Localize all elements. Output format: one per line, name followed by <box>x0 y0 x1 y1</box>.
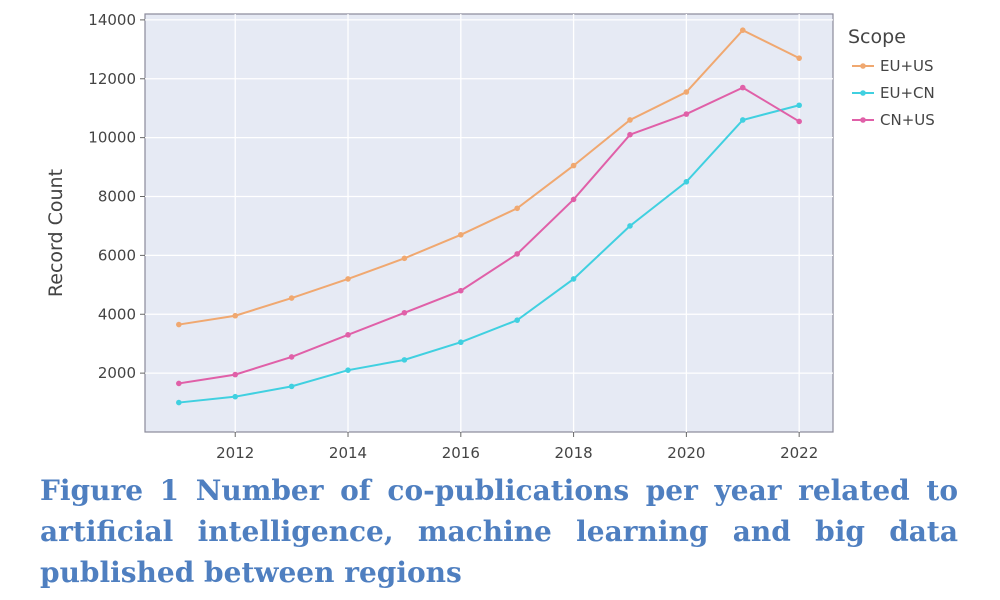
figure-caption: Figure 1 Number of co-publications per y… <box>40 474 958 589</box>
y-tick-label: 14000 <box>88 11 136 29</box>
data-point <box>288 354 295 360</box>
legend-item: EU+CN <box>852 84 935 102</box>
data-point <box>401 309 408 316</box>
data-point <box>570 162 577 169</box>
data-point <box>796 102 802 109</box>
data-point <box>514 317 520 323</box>
legend-label: EU+US <box>880 57 934 75</box>
data-point <box>401 255 408 262</box>
y-tick-label: 4000 <box>98 305 136 323</box>
legend-title: Scope <box>848 26 906 48</box>
y-tick-label: 6000 <box>98 246 136 264</box>
series-eu-us <box>176 27 802 328</box>
series-line <box>178 104 800 404</box>
data-point <box>176 380 182 387</box>
legend-marker <box>860 63 866 69</box>
axes: 2000 4000 6000 8000 10000 12000 14000 2012 2014 2… <box>88 11 818 462</box>
y-tick-label: 12000 <box>88 70 136 88</box>
data-point <box>796 55 802 61</box>
data-point <box>232 393 239 400</box>
x-tick-label: 2016 <box>442 444 480 462</box>
data-point <box>288 295 295 301</box>
data-point <box>514 251 520 257</box>
x-tick-label: 2020 <box>667 444 705 462</box>
x-tick-label: 2014 <box>329 444 367 462</box>
series-eu-cn <box>176 102 802 406</box>
legend-marker <box>860 117 866 123</box>
series-group <box>176 27 802 406</box>
x-tick-label: 2022 <box>780 444 818 462</box>
data-point <box>345 367 351 373</box>
legend: Scope EU+US EU+CN CN+US <box>848 26 935 129</box>
data-point <box>570 276 577 282</box>
data-point <box>458 287 464 294</box>
series-line <box>178 28 800 326</box>
data-point <box>739 84 746 91</box>
data-point <box>514 205 520 212</box>
y-tick-label: 8000 <box>98 188 136 206</box>
data-point <box>458 231 464 238</box>
data-point <box>458 339 464 346</box>
data-point <box>683 178 690 185</box>
data-point <box>627 131 633 138</box>
plot-area <box>144 13 834 433</box>
grid-lines <box>145 14 833 432</box>
data-point <box>683 111 690 117</box>
x-tick-label: 2018 <box>554 444 592 462</box>
data-point <box>739 27 746 33</box>
data-point <box>796 118 802 125</box>
x-tick-label: 2012 <box>216 444 254 462</box>
y-axis-title: Record Count <box>45 169 67 297</box>
series-line <box>178 86 800 385</box>
data-point <box>570 196 577 203</box>
legend-label: EU+CN <box>880 84 935 102</box>
legend-item: CN+US <box>852 111 935 129</box>
legend-item: EU+US <box>852 57 934 75</box>
data-point <box>401 357 408 363</box>
y-tick-label: 2000 <box>98 364 136 382</box>
y-tick-label: 10000 <box>88 129 136 147</box>
data-point <box>739 117 746 123</box>
data-point <box>345 276 351 282</box>
data-point <box>627 223 633 229</box>
data-point <box>627 117 633 123</box>
line-chart: 2000 4000 6000 8000 10000 12000 14000 2012 2014 2… <box>45 11 935 462</box>
data-point <box>232 312 239 319</box>
series-cn-us <box>176 84 802 387</box>
data-point <box>683 89 690 95</box>
legend-label: CN+US <box>880 111 935 129</box>
data-point <box>288 383 295 390</box>
data-point <box>232 371 239 378</box>
data-point <box>345 332 351 338</box>
data-point <box>176 399 182 406</box>
legend-marker <box>860 90 866 96</box>
data-point <box>176 321 182 328</box>
